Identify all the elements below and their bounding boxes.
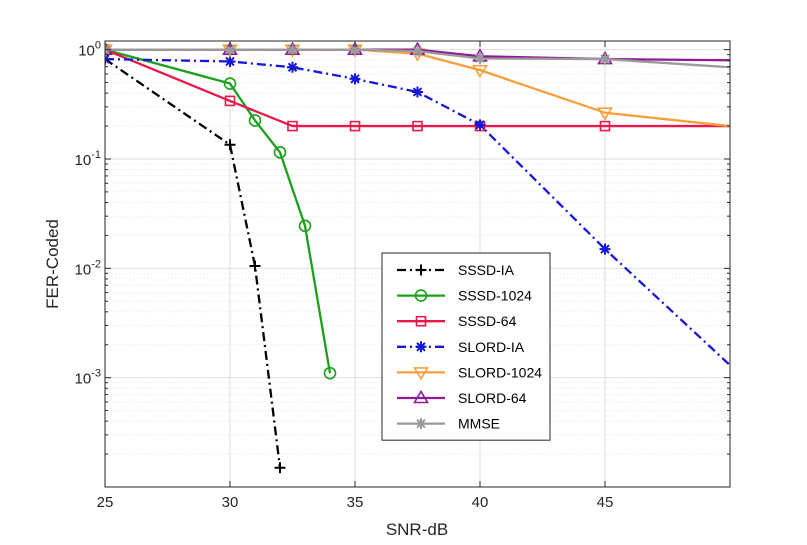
legend-marker-sssd-1024 <box>414 289 428 302</box>
data-point-mmse <box>474 53 486 65</box>
data-point-sssd-64 <box>224 95 236 107</box>
data-point-sssd-ia <box>249 260 261 272</box>
data-point-slord-ia <box>349 73 361 85</box>
legend-marker-slord-1024 <box>413 367 429 381</box>
data-point-slord-ia <box>599 243 611 255</box>
y-tick-label: 100 <box>78 40 101 60</box>
data-point-sssd-1024 <box>323 366 337 380</box>
x-tick-label: 35 <box>347 494 364 511</box>
legend-marker-slord-ia <box>415 341 427 353</box>
data-point-slord-ia <box>224 55 236 67</box>
series-sssd-1024 <box>105 43 337 380</box>
legend-label-slord-ia: SLORD-IA <box>458 339 525 355</box>
series-line-slord-ia <box>105 57 730 367</box>
legend-label-sssd-64: SSSD-64 <box>458 313 517 329</box>
legend-label-slord-1024: SLORD-1024 <box>458 364 542 380</box>
data-point-slord-ia <box>474 119 486 131</box>
data-point-sssd-64 <box>349 120 361 132</box>
legend: SSSD-IA SSSD-1024 SSSD-64 SLORD-IA SLORD-102… <box>381 252 551 441</box>
series-slord-ia <box>105 53 730 367</box>
data-point-slord-ia <box>287 61 298 73</box>
legend-marker-mmse <box>415 418 427 430</box>
x-tick-label: 40 <box>472 494 489 511</box>
legend-label-mmse: MMSE <box>458 416 500 432</box>
legend-marker-slord-64 <box>413 389 429 404</box>
series-mmse <box>105 44 730 69</box>
data-point-sssd-1024 <box>248 114 262 127</box>
data-point-sssd-1024 <box>298 219 312 233</box>
x-axis-label: SNR-dB <box>386 520 448 539</box>
legend-marker-sssd-64 <box>415 315 427 327</box>
series-line-sssd-64 <box>105 48 730 128</box>
series-line-sssd-ia <box>105 58 282 468</box>
legend-label-slord-64: SLORD-64 <box>458 390 527 406</box>
data-point-sssd-ia <box>224 139 236 151</box>
y-tick-label: 10-2 <box>75 258 101 278</box>
data-point-sssd-1024 <box>223 77 237 90</box>
data-point-mmse <box>599 53 611 65</box>
series-layer <box>105 41 730 474</box>
x-tick-label: 30 <box>222 494 239 511</box>
plot-frame <box>104 40 731 488</box>
data-point-mmse <box>224 44 236 56</box>
data-point-mmse <box>349 44 361 56</box>
y-axis-label: FER-Coded <box>43 219 62 309</box>
x-tick-label: 25 <box>97 494 114 511</box>
data-point-sssd-64 <box>599 120 611 132</box>
data-point-mmse <box>412 45 423 57</box>
data-point-sssd-1024 <box>273 146 287 159</box>
data-point-slord-1024 <box>597 107 613 121</box>
data-point-slord-1024 <box>472 64 488 79</box>
legend-marker-sssd-ia <box>415 264 427 276</box>
data-point-sssd-64 <box>287 120 298 132</box>
legend-label-sssd-ia: SSSD-IA <box>458 262 515 278</box>
data-point-mmse <box>287 44 298 56</box>
series-line-sssd-1024 <box>105 48 332 374</box>
series-line-mmse <box>105 48 730 69</box>
axis-ticks: 25 30 35 40 45 100 10-1 10-2 10-3 <box>75 40 730 511</box>
y-tick-label: 10-3 <box>75 368 101 388</box>
data-point-sssd-ia <box>274 462 286 474</box>
series-sssd-64 <box>105 44 730 132</box>
legend-label-sssd-1024: SSSD-1024 <box>458 288 532 304</box>
y-tick-label: 10-1 <box>75 149 101 169</box>
data-point-slord-ia <box>412 86 423 98</box>
x-tick-label: 45 <box>597 494 614 511</box>
data-point-sssd-64 <box>412 120 423 132</box>
